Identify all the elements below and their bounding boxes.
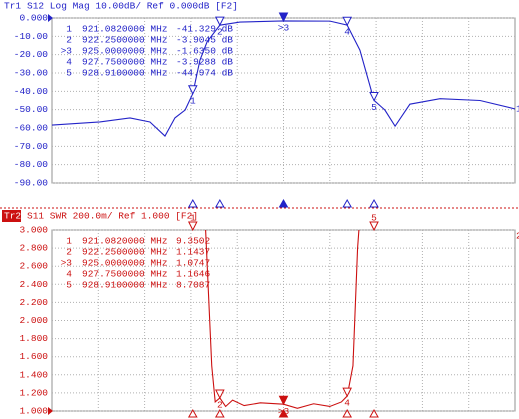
trace-title: S12 Log Mag 10.00dB/ Ref 0.000dB [F2]: [27, 1, 238, 12]
y-tick-label: 1.000: [19, 406, 48, 417]
marker-name: 5: [66, 68, 72, 79]
marker-stimulus: 928.9100000 MHz: [82, 280, 168, 291]
marker-response: -3.9045 dB: [176, 35, 233, 46]
marker-name: 1: [66, 236, 72, 247]
trace-title: S11 SWR 200.0m/ Ref 1.000 [F2]: [27, 211, 198, 222]
stimulus-triangle: [278, 408, 289, 418]
y-tick-label: -30.00: [14, 68, 49, 79]
marker-response: 8.7087: [176, 280, 210, 291]
marker-triangle: [342, 16, 352, 27]
y-tick-label: 2.400: [19, 279, 48, 290]
marker-response: -44.974 dB: [176, 68, 233, 79]
trace-id-bg: [2, 210, 21, 222]
y-tick-label: 1.600: [19, 351, 48, 362]
y-tick-label: 1.200: [19, 387, 48, 398]
marker-response: -3.9288 dB: [176, 57, 233, 68]
stimulus-triangle: [369, 408, 379, 418]
marker-name: 4: [66, 57, 72, 68]
marker-name: 2: [66, 35, 72, 46]
y-tick-label: 2.800: [19, 243, 48, 254]
marker-triangle: [278, 12, 289, 23]
marker-stimulus: 922.2500000 MHz: [82, 35, 168, 46]
trace-number: 2: [516, 231, 519, 242]
stimulus-triangle: [214, 198, 225, 208]
marker-label: 2: [217, 27, 223, 38]
marker-triangle: [369, 91, 379, 102]
marker-name: 2: [66, 247, 72, 258]
marker-triangle: [342, 387, 352, 398]
marker-label: 2: [217, 400, 223, 411]
stimulus-triangle: [369, 198, 379, 208]
trace: [52, 20, 515, 137]
marker-response: -41.329 dB: [176, 24, 233, 35]
marker-stimulus: 928.9100000 MHz: [82, 68, 168, 79]
y-tick-label: 1.800: [19, 333, 48, 344]
marker-stimulus: 925.0000000 MHz: [82, 258, 168, 269]
marker-response: 1.0747: [176, 258, 210, 269]
marker-name: 5: [66, 280, 72, 291]
y-tick-label: 2.200: [19, 297, 48, 308]
marker-label: >3: [278, 23, 290, 34]
marker-name: >3: [61, 46, 73, 57]
y-tick-label: -60.00: [14, 123, 49, 134]
marker-stimulus: 921.0820000 MHz: [82, 236, 168, 247]
marker-name: >3: [61, 258, 73, 269]
marker-triangle: [369, 221, 379, 232]
y-tick-label: -10.00: [14, 31, 49, 42]
y-tick-label: 1.400: [19, 369, 48, 380]
marker-stimulus: 925.0000000 MHz: [82, 46, 168, 57]
stimulus-triangle: [187, 408, 198, 418]
stimulus-triangle: [278, 198, 289, 208]
marker-response: 9.3502: [176, 236, 211, 247]
y-tick-label: 0.000: [19, 13, 48, 24]
trace-number: 1: [516, 103, 519, 114]
ref-arrow: [48, 407, 53, 415]
marker-triangle: [215, 389, 225, 400]
marker-label: 1: [190, 213, 196, 224]
y-tick-label: -20.00: [14, 49, 49, 60]
trace-id: Tr2: [4, 211, 21, 222]
marker-label: 4: [344, 27, 350, 38]
marker-stimulus: 922.2500000 MHz: [82, 247, 168, 258]
y-tick-label: -50.00: [14, 104, 49, 115]
marker-response: 1.1646: [176, 269, 211, 280]
y-tick-label: -90.00: [14, 178, 49, 189]
y-tick-label: -70.00: [14, 141, 49, 152]
y-tick-label: 2.000: [19, 315, 48, 326]
marker-label: 1: [190, 95, 196, 106]
marker-label: 5: [371, 213, 377, 224]
trace-id: Tr1: [4, 1, 21, 12]
y-tick-label: 3.000: [19, 225, 48, 236]
marker-label: 5: [371, 102, 377, 113]
marker-name: 4: [66, 269, 72, 280]
stimulus-triangle: [342, 408, 353, 418]
marker-triangle: [187, 221, 198, 232]
stimulus-triangle: [342, 198, 353, 208]
marker-triangle: [215, 16, 225, 27]
marker-response: 1.1437: [176, 247, 210, 258]
ref-arrow: [48, 14, 53, 22]
marker-stimulus: 921.0820000 MHz: [82, 24, 168, 35]
y-tick-label: -40.00: [14, 86, 49, 97]
stimulus-triangle: [214, 408, 225, 418]
stimulus-triangle: [187, 198, 198, 208]
marker-stimulus: 927.7500000 MHz: [82, 57, 168, 68]
marker-triangle: [187, 85, 198, 95]
marker-name: 1: [66, 24, 72, 35]
marker-response: -1.6350 dB: [176, 46, 233, 57]
marker-label: 4: [344, 398, 350, 409]
y-tick-label: -80.00: [14, 159, 49, 170]
marker-triangle: [278, 395, 289, 406]
y-tick-label: 2.600: [19, 261, 48, 272]
marker-stimulus: 927.7500000 MHz: [82, 269, 168, 280]
